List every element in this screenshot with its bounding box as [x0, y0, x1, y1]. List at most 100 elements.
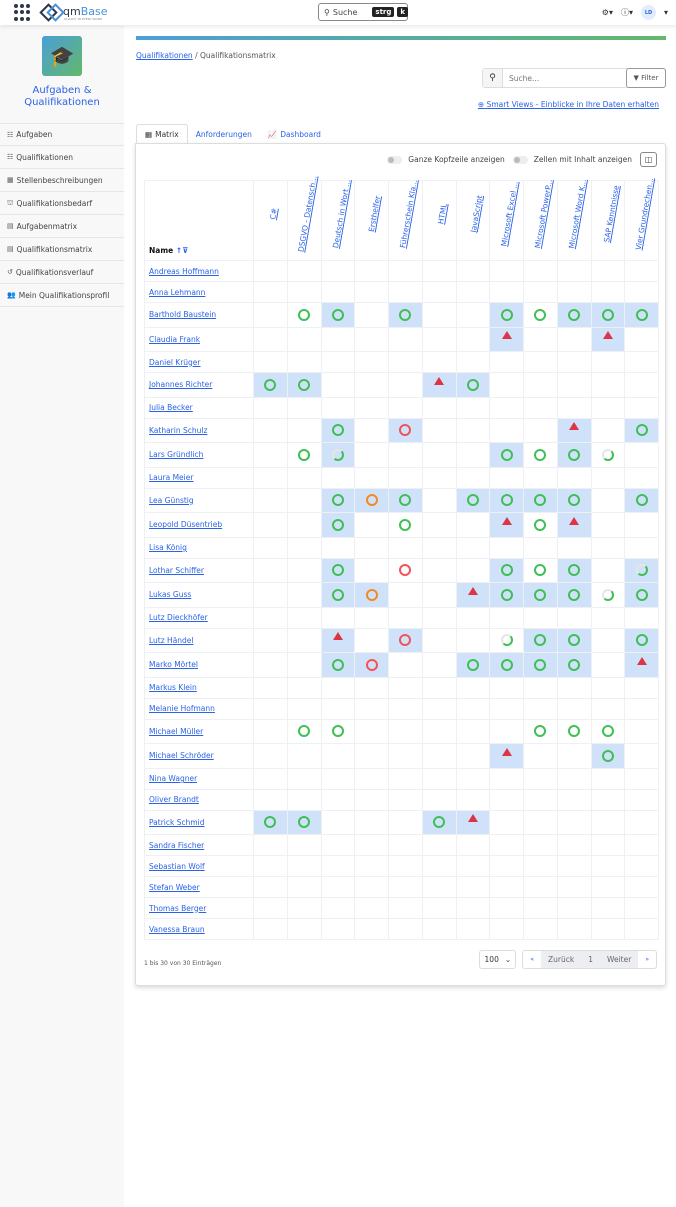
matrix-cell[interactable] — [556, 512, 592, 538]
matrix-cell[interactable] — [489, 606, 524, 629]
matrix-cell[interactable] — [253, 834, 288, 856]
tab-dashboard[interactable]: 📈 Dashboard — [267, 129, 321, 139]
matrix-cell[interactable] — [455, 788, 491, 811]
matrix-cell[interactable] — [286, 652, 322, 678]
matrix-cell[interactable] — [489, 897, 524, 919]
matrix-cell[interactable] — [421, 767, 457, 790]
matrix-cell[interactable] — [523, 536, 558, 559]
matrix-cell[interactable] — [489, 743, 524, 769]
qualification-link[interactable]: Microsoft Word K... — [566, 178, 588, 250]
employee-link[interactable]: Michael Schröder — [149, 751, 214, 761]
matrix-cell[interactable] — [388, 466, 423, 489]
matrix-cell[interactable] — [354, 487, 389, 513]
matrix-cell[interactable] — [523, 652, 558, 678]
matrix-cell[interactable] — [556, 809, 592, 835]
matrix-cell[interactable] — [388, 557, 423, 583]
filter-button[interactable]: ▼ Filter — [626, 68, 666, 88]
matrix-cell[interactable] — [253, 697, 288, 720]
matrix-cell[interactable] — [354, 326, 389, 352]
matrix-cell[interactable] — [590, 396, 626, 419]
matrix-cell[interactable] — [286, 466, 322, 489]
matrix-cell[interactable] — [523, 876, 558, 898]
matrix-cell[interactable] — [286, 326, 322, 352]
page-size-select[interactable]: 100 ⌄ — [479, 950, 517, 969]
matrix-cell[interactable] — [455, 536, 491, 559]
matrix-cell[interactable] — [455, 834, 491, 856]
matrix-cell[interactable] — [320, 326, 356, 352]
matrix-cell[interactable] — [421, 743, 457, 769]
matrix-cell[interactable] — [455, 897, 491, 919]
matrix-cell[interactable] — [624, 557, 659, 583]
matrix-cell[interactable] — [286, 302, 322, 328]
matrix-cell[interactable] — [286, 767, 322, 790]
matrix-cell[interactable] — [253, 417, 288, 443]
matrix-cell[interactable] — [388, 652, 423, 678]
sidebar-item-1[interactable]: ☷ Qualifikationen — [0, 146, 124, 169]
matrix-cell[interactable] — [556, 260, 592, 282]
matrix-cell[interactable] — [286, 697, 322, 720]
matrix-cell[interactable] — [354, 417, 389, 443]
matrix-cell[interactable] — [320, 512, 356, 538]
matrix-cell[interactable] — [455, 417, 491, 443]
matrix-cell[interactable] — [354, 302, 389, 328]
matrix-cell[interactable] — [421, 512, 457, 538]
matrix-cell[interactable] — [590, 767, 626, 790]
matrix-cell[interactable] — [354, 281, 389, 303]
matrix-cell[interactable] — [286, 557, 322, 583]
matrix-cell[interactable] — [320, 897, 356, 919]
matrix-cell[interactable] — [320, 260, 356, 282]
matrix-cell[interactable] — [421, 918, 457, 940]
matrix-cell[interactable] — [590, 302, 626, 328]
matrix-cell[interactable] — [253, 767, 288, 790]
matrix-cell[interactable] — [320, 466, 356, 489]
matrix-cell[interactable] — [624, 302, 659, 328]
matrix-cell[interactable] — [320, 351, 356, 373]
matrix-cell[interactable] — [388, 767, 423, 790]
matrix-cell[interactable] — [523, 834, 558, 856]
matrix-cell[interactable] — [388, 536, 423, 559]
matrix-cell[interactable] — [388, 876, 423, 898]
matrix-cell[interactable] — [590, 326, 626, 352]
employee-link[interactable]: Daniel Krüger — [149, 357, 201, 367]
matrix-cell[interactable] — [286, 788, 322, 811]
matrix-cell[interactable] — [523, 676, 558, 699]
matrix-cell[interactable] — [624, 326, 659, 352]
matrix-cell[interactable] — [590, 897, 626, 919]
matrix-cell[interactable] — [590, 606, 626, 629]
matrix-cell[interactable] — [556, 788, 592, 811]
matrix-cell[interactable] — [421, 302, 457, 328]
matrix-cell[interactable] — [455, 582, 491, 608]
matrix-cell[interactable] — [489, 788, 524, 811]
employee-link[interactable]: Lothar Schiffer — [149, 565, 204, 575]
matrix-cell[interactable] — [388, 743, 423, 769]
matrix-cell[interactable] — [455, 743, 491, 769]
matrix-cell[interactable] — [320, 676, 356, 699]
matrix-cell[interactable] — [590, 918, 626, 940]
matrix-cell[interactable] — [455, 302, 491, 328]
matrix-cell[interactable] — [286, 876, 322, 898]
employee-link[interactable]: Andreas Hoffmann — [149, 266, 219, 276]
matrix-cell[interactable] — [489, 372, 524, 398]
matrix-cell[interactable] — [286, 487, 322, 513]
employee-link[interactable]: Lutz Händel — [149, 635, 194, 645]
matrix-cell[interactable] — [253, 302, 288, 328]
matrix-cell[interactable] — [624, 627, 659, 653]
matrix-cell[interactable] — [320, 718, 356, 744]
matrix-cell[interactable] — [523, 326, 558, 352]
qualification-link[interactable]: Vier Grundrechen... — [633, 176, 656, 251]
matrix-cell[interactable] — [489, 281, 524, 303]
matrix-cell[interactable] — [556, 466, 592, 489]
matrix-cell[interactable] — [624, 897, 659, 919]
matrix-cell[interactable] — [590, 557, 626, 583]
last-page-button[interactable]: » — [645, 956, 649, 963]
matrix-cell[interactable] — [421, 260, 457, 282]
matrix-cell[interactable] — [455, 918, 491, 940]
matrix-cell[interactable] — [388, 582, 423, 608]
matrix-cell[interactable] — [320, 876, 356, 898]
matrix-cell[interactable] — [320, 281, 356, 303]
matrix-cell[interactable] — [320, 743, 356, 769]
matrix-cell[interactable] — [624, 834, 659, 856]
matrix-cell[interactable] — [354, 396, 389, 419]
matrix-cell[interactable] — [523, 417, 558, 443]
matrix-cell[interactable] — [320, 697, 356, 720]
